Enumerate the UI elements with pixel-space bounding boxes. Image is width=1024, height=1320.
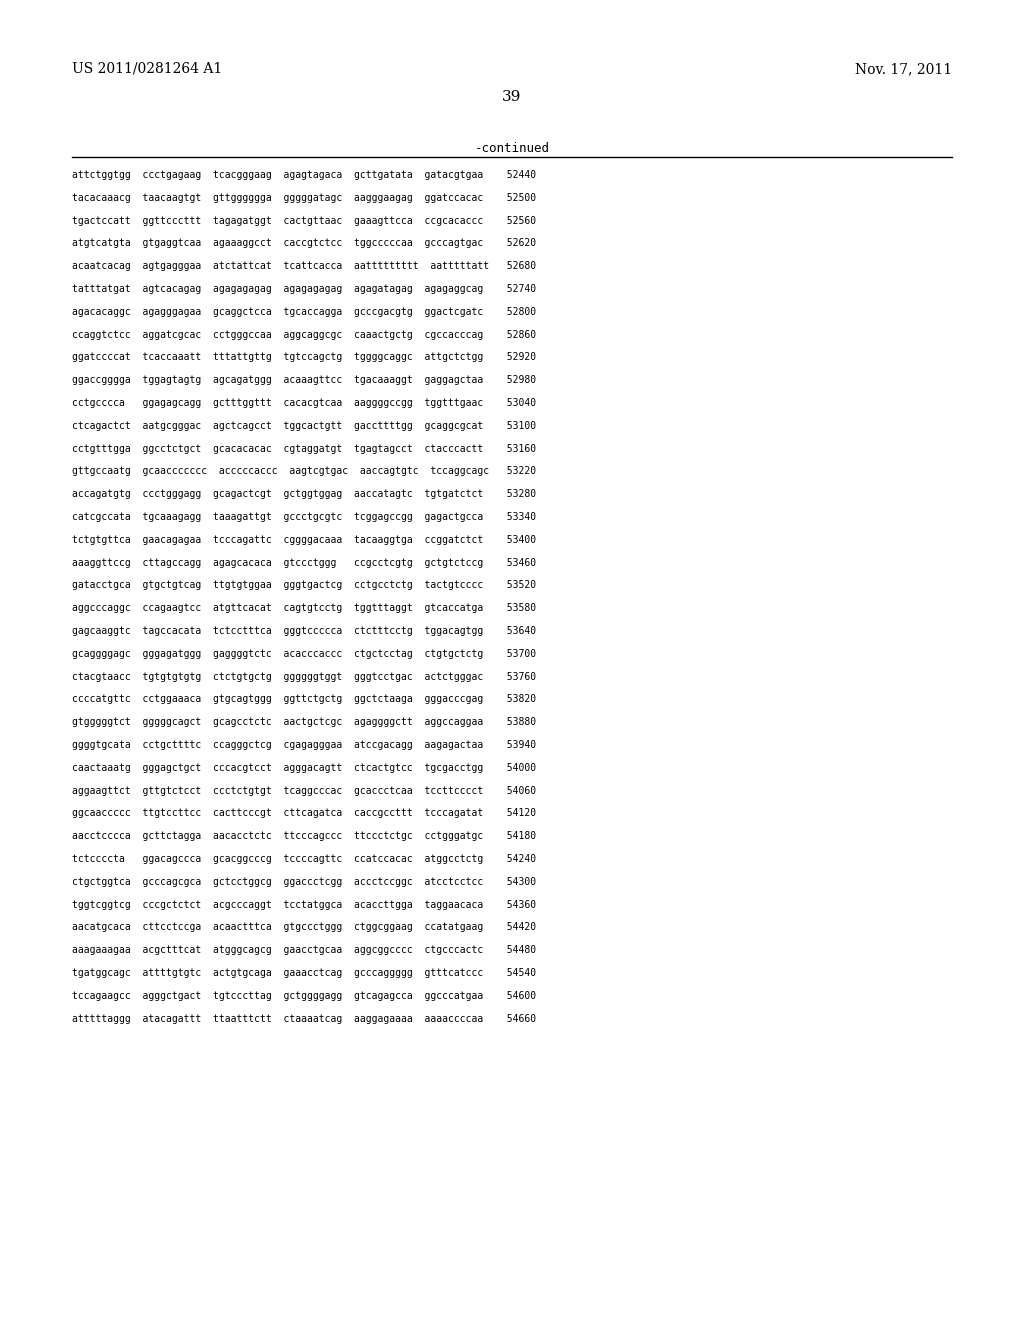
Text: aacatgcaca  cttcctccga  acaactttca  gtgccctggg  ctggcggaag  ccatatgaag    54420: aacatgcaca cttcctccga acaactttca gtgccct… [72, 923, 537, 932]
Text: ctgctggtca  gcccagcgca  gctcctggcg  ggaccctcgg  accctccggc  atcctcctcc    54300: ctgctggtca gcccagcgca gctcctggcg ggaccct… [72, 876, 537, 887]
Text: tctccccta   ggacagccca  gcacggcccg  tccccagttc  ccatccacac  atggcctctg    54240: tctccccta ggacagccca gcacggcccg tccccagt… [72, 854, 537, 865]
Text: atttttaggg  atacagattt  ttaatttctt  ctaaaatcag  aaggagaaaa  aaaaccccaa    54660: atttttaggg atacagattt ttaatttctt ctaaaat… [72, 1014, 537, 1023]
Text: cctgtttgga  ggcctctgct  gcacacacac  cgtaggatgt  tgagtagcct  ctacccactt    53160: cctgtttgga ggcctctgct gcacacacac cgtagga… [72, 444, 537, 454]
Text: ggggtgcata  cctgcttttc  ccagggctcg  cgagagggaa  atccgacagg  aagagactaa    53940: ggggtgcata cctgcttttc ccagggctcg cgagagg… [72, 741, 537, 750]
Text: US 2011/0281264 A1: US 2011/0281264 A1 [72, 62, 222, 77]
Text: attctggtgg  ccctgagaag  tcacgggaag  agagtagaca  gcttgatata  gatacgtgaa    52440: attctggtgg ccctgagaag tcacgggaag agagtag… [72, 170, 537, 180]
Text: tgatggcagc  attttgtgtc  actgtgcaga  gaaacctcag  gcccaggggg  gtttcatccc    54540: tgatggcagc attttgtgtc actgtgcaga gaaacct… [72, 968, 537, 978]
Text: catcgccata  tgcaaagagg  taaagattgt  gccctgcgtc  tcggagccgg  gagactgcca    53340: catcgccata tgcaaagagg taaagattgt gccctgc… [72, 512, 537, 521]
Text: Nov. 17, 2011: Nov. 17, 2011 [855, 62, 952, 77]
Text: 39: 39 [503, 90, 521, 104]
Text: tgactccatt  ggttcccttt  tagagatggt  cactgttaac  gaaagttcca  ccgcacaccc    52560: tgactccatt ggttcccttt tagagatggt cactgtt… [72, 215, 537, 226]
Text: aaagaaagaa  acgctttcat  atgggcagcg  gaacctgcaa  aggcggcccc  ctgcccactc    54480: aaagaaagaa acgctttcat atgggcagcg gaacctg… [72, 945, 537, 956]
Text: tctgtgttca  gaacagagaa  tcccagattc  cggggacaaa  tacaaggtga  ccggatctct    53400: tctgtgttca gaacagagaa tcccagattc cggggac… [72, 535, 537, 545]
Text: ccccatgttc  cctggaaaca  gtgcagtggg  ggttctgctg  ggctctaaga  gggacccgag    53820: ccccatgttc cctggaaaca gtgcagtggg ggttctg… [72, 694, 537, 705]
Text: atgtcatgta  gtgaggtcaa  agaaaggcct  caccgtctcc  tggcccccaa  gcccagtgac    52620: atgtcatgta gtgaggtcaa agaaaggcct caccgtc… [72, 239, 537, 248]
Text: acaatcacag  agtgagggaa  atctattcat  tcattcacca  aattttttttt  aatttttatt   52680: acaatcacag agtgagggaa atctattcat tcattca… [72, 261, 537, 271]
Text: aggcccaggc  ccagaagtcc  atgttcacat  cagtgtcctg  tggtttaggt  gtcaccatga    53580: aggcccaggc ccagaagtcc atgttcacat cagtgtc… [72, 603, 537, 614]
Text: aacctcccca  gcttctagga  aacacctctc  ttcccagccc  ttccctctgc  cctgggatgc    54180: aacctcccca gcttctagga aacacctctc ttcccag… [72, 832, 537, 841]
Text: agacacaggc  agagggagaa  gcaggctcca  tgcaccagga  gcccgacgtg  ggactcgatc    52800: agacacaggc agagggagaa gcaggctcca tgcacca… [72, 306, 537, 317]
Text: gatacctgca  gtgctgtcag  ttgtgtggaa  gggtgactcg  cctgcctctg  tactgtcccc    53520: gatacctgca gtgctgtcag ttgtgtggaa gggtgac… [72, 581, 537, 590]
Text: accagatgtg  ccctgggagg  gcagactcgt  gctggtggag  aaccatagtc  tgtgatctct    53280: accagatgtg ccctgggagg gcagactcgt gctggtg… [72, 490, 537, 499]
Text: tatttatgat  agtcacagag  agagagagag  agagagagag  agagatagag  agagaggcag    52740: tatttatgat agtcacagag agagagagag agagaga… [72, 284, 537, 294]
Text: gcaggggagc  gggagatggg  gaggggtctc  acacccaccc  ctgctcctag  ctgtgctctg    53700: gcaggggagc gggagatggg gaggggtctc acaccca… [72, 649, 537, 659]
Text: ctcagactct  aatgcgggac  agctcagcct  tggcactgtt  gaccttttgg  gcaggcgcat    53100: ctcagactct aatgcgggac agctcagcct tggcact… [72, 421, 537, 430]
Text: tccagaagcc  agggctgact  tgtcccttag  gctggggagg  gtcagagcca  ggcccatgaa    54600: tccagaagcc agggctgact tgtcccttag gctgggg… [72, 991, 537, 1001]
Text: tacacaaacg  taacaagtgt  gttgggggga  gggggatagc  aagggaagag  ggatccacac    52500: tacacaaacg taacaagtgt gttgggggga gggggat… [72, 193, 537, 203]
Text: cctgcccca   ggagagcagg  gctttggttt  cacacgtcaa  aaggggccgg  tggtttgaac    53040: cctgcccca ggagagcagg gctttggttt cacacgtc… [72, 399, 537, 408]
Text: -continued: -continued [474, 143, 550, 154]
Text: tggtcggtcg  cccgctctct  acgcccaggt  tcctatggca  acaccttgga  taggaacaca    54360: tggtcggtcg cccgctctct acgcccaggt tcctatg… [72, 900, 537, 909]
Text: aaaggttccg  cttagccagg  agagcacaca  gtccctggg   ccgcctcgtg  gctgtctccg    53460: aaaggttccg cttagccagg agagcacaca gtccctg… [72, 557, 537, 568]
Text: gttgccaatg  gcaaccccccc  acccccaccc  aagtcgtgac  aaccagtgtc  tccaggcagc   53220: gttgccaatg gcaaccccccc acccccaccc aagtcg… [72, 466, 537, 477]
Text: ccaggtctcc  aggatcgcac  cctgggccaa  aggcaggcgc  caaactgctg  cgccacccag    52860: ccaggtctcc aggatcgcac cctgggccaa aggcagg… [72, 330, 537, 339]
Text: gtgggggtct  gggggcagct  gcagcctctc  aactgctcgc  agaggggctt  aggccaggaa    53880: gtgggggtct gggggcagct gcagcctctc aactgct… [72, 717, 537, 727]
Text: aggaagttct  gttgtctcct  ccctctgtgt  tcaggcccac  gcaccctcaa  tccttcccct    54060: aggaagttct gttgtctcct ccctctgtgt tcaggcc… [72, 785, 537, 796]
Text: ggatccccat  tcaccaaatt  tttattgttg  tgtccagctg  tggggcaggc  attgctctgg    52920: ggatccccat tcaccaaatt tttattgttg tgtccag… [72, 352, 537, 363]
Text: caactaaatg  gggagctgct  cccacgtcct  agggacagtt  ctcactgtcc  tgcgacctgg    54000: caactaaatg gggagctgct cccacgtcct agggaca… [72, 763, 537, 772]
Text: gagcaaggtc  tagccacata  tctcctttca  gggtccccca  ctctttcctg  tggacagtgg    53640: gagcaaggtc tagccacata tctcctttca gggtccc… [72, 626, 537, 636]
Text: ggaccgggga  tggagtagtg  agcagatggg  acaaagttcc  tgacaaaggt  gaggagctaa    52980: ggaccgggga tggagtagtg agcagatggg acaaagt… [72, 375, 537, 385]
Text: ctacgtaacc  tgtgtgtgtg  ctctgtgctg  ggggggtggt  gggtcctgac  actctgggac    53760: ctacgtaacc tgtgtgtgtg ctctgtgctg ggggggt… [72, 672, 537, 681]
Text: ggcaaccccc  ttgtccttcc  cacttcccgt  cttcagatca  caccgccttt  tcccagatat    54120: ggcaaccccc ttgtccttcc cacttcccgt cttcaga… [72, 808, 537, 818]
